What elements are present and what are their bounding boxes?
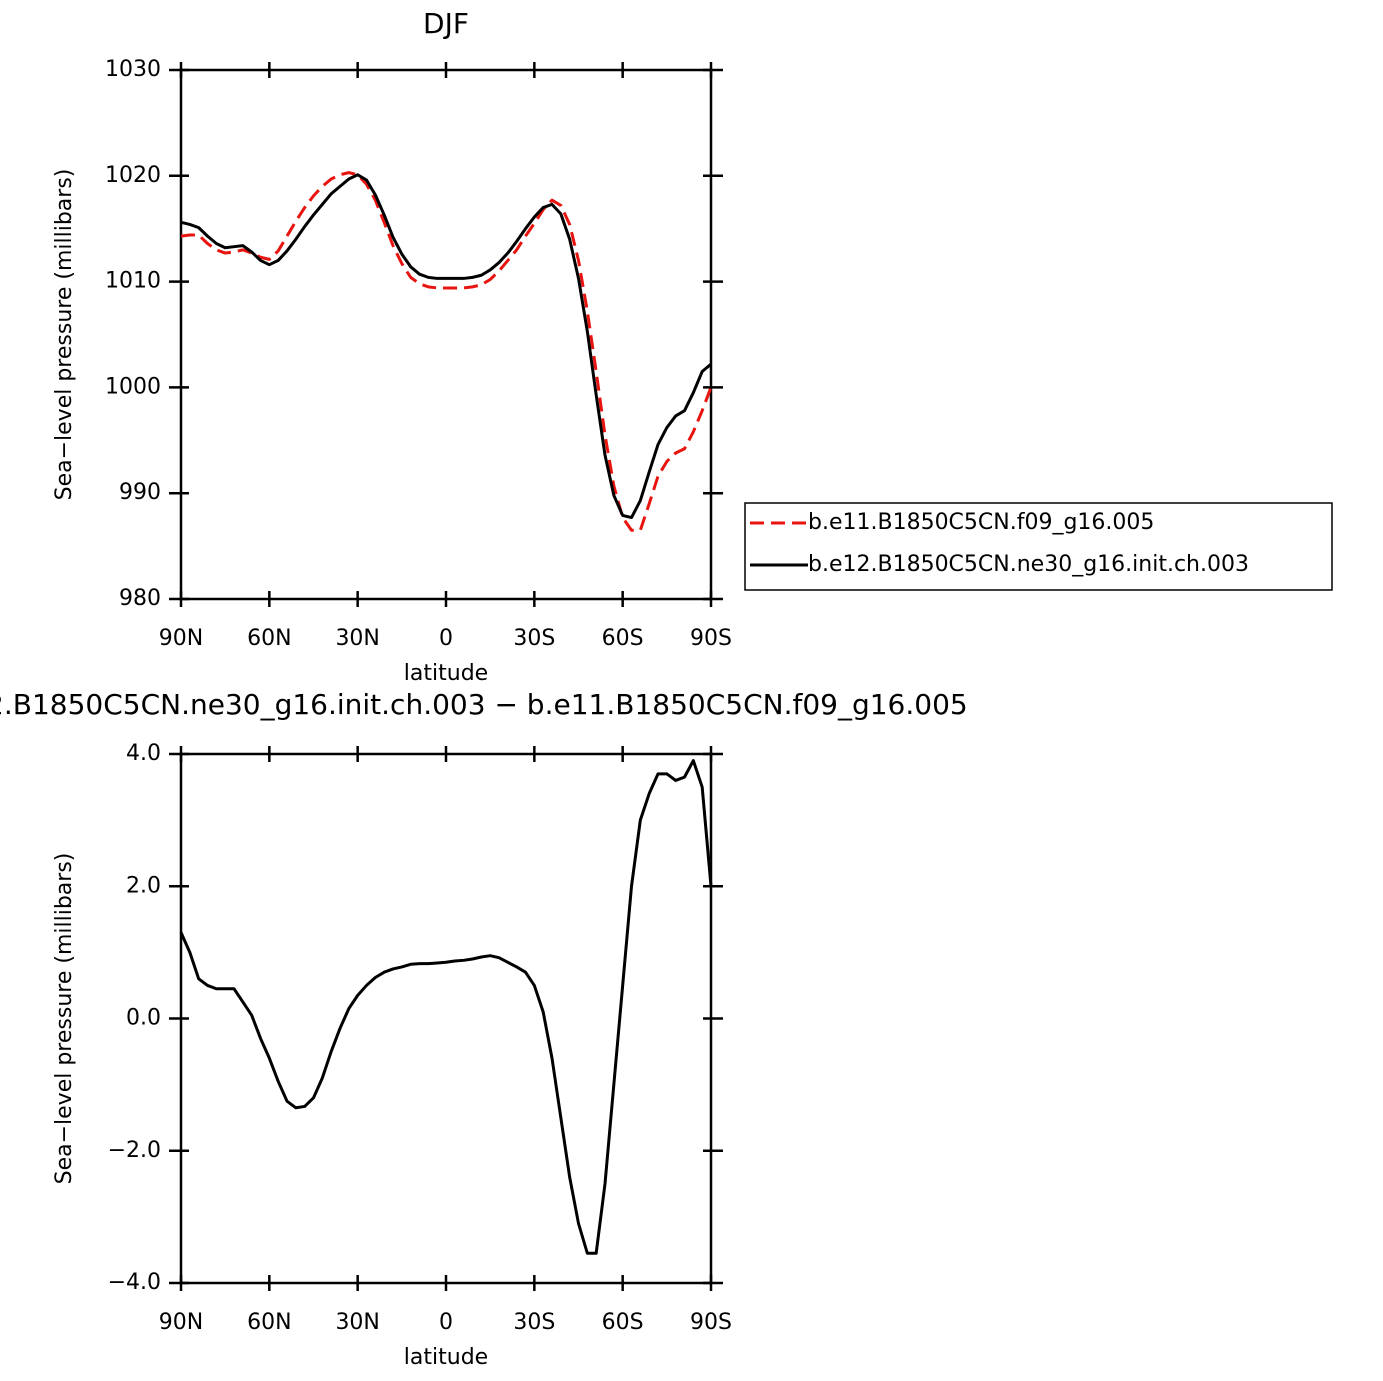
y-tick-label: −4.0 bbox=[108, 1270, 161, 1295]
x-tick-label: 60N bbox=[247, 626, 291, 651]
data-line bbox=[180, 171, 713, 532]
x-axis-label: latitude bbox=[404, 1345, 488, 1370]
y-tick-label: 1030 bbox=[105, 57, 161, 82]
data-line bbox=[180, 173, 712, 520]
x-tick-label: 30S bbox=[513, 626, 555, 651]
y-tick-label: 4.0 bbox=[126, 741, 161, 766]
y-tick-label: 0.0 bbox=[126, 1006, 161, 1031]
x-tick-label: 60S bbox=[602, 1310, 644, 1335]
x-tick-label: 60N bbox=[247, 1310, 291, 1335]
chart-title: DJF bbox=[423, 7, 469, 40]
legend-label: b.e12.B1850C5CN.ne30_g16.init.ch.003 bbox=[808, 552, 1249, 577]
x-tick-label: 90S bbox=[690, 626, 732, 651]
chart-title: b.e12.B1850C5CN.ne30_g16.init.ch.003 − b… bbox=[0, 688, 968, 721]
data-line bbox=[179, 759, 713, 1255]
y-tick-label: 2.0 bbox=[126, 873, 161, 898]
y-tick-label: 990 bbox=[119, 480, 161, 505]
y-tick-label: 980 bbox=[119, 586, 161, 611]
x-axis-label: latitude bbox=[404, 661, 488, 686]
legend-label: b.e11.B1850C5CN.f09_g16.005 bbox=[808, 510, 1154, 535]
plot-frame bbox=[179, 752, 713, 1285]
x-tick-label: 90S bbox=[690, 1310, 732, 1335]
plot-frame bbox=[179, 68, 713, 601]
y-tick-label: 1010 bbox=[105, 269, 161, 294]
x-tick-label: 90N bbox=[159, 626, 203, 651]
x-tick-label: 0 bbox=[439, 626, 453, 651]
y-axis-label: Sea−level pressure (millibars) bbox=[52, 169, 77, 501]
x-tick-label: 0 bbox=[439, 1310, 453, 1335]
y-tick-label: 1020 bbox=[105, 163, 161, 188]
legend-box bbox=[744, 502, 1333, 591]
y-tick-label: 1000 bbox=[105, 374, 161, 399]
x-tick-label: 90N bbox=[159, 1310, 203, 1335]
x-tick-label: 30N bbox=[335, 626, 379, 651]
x-tick-label: 60S bbox=[602, 626, 644, 651]
y-axis-label: Sea−level pressure (millibars) bbox=[52, 853, 77, 1185]
x-tick-label: 30N bbox=[335, 1310, 379, 1335]
x-tick-label: 30S bbox=[513, 1310, 555, 1335]
y-tick-label: −2.0 bbox=[108, 1138, 161, 1163]
